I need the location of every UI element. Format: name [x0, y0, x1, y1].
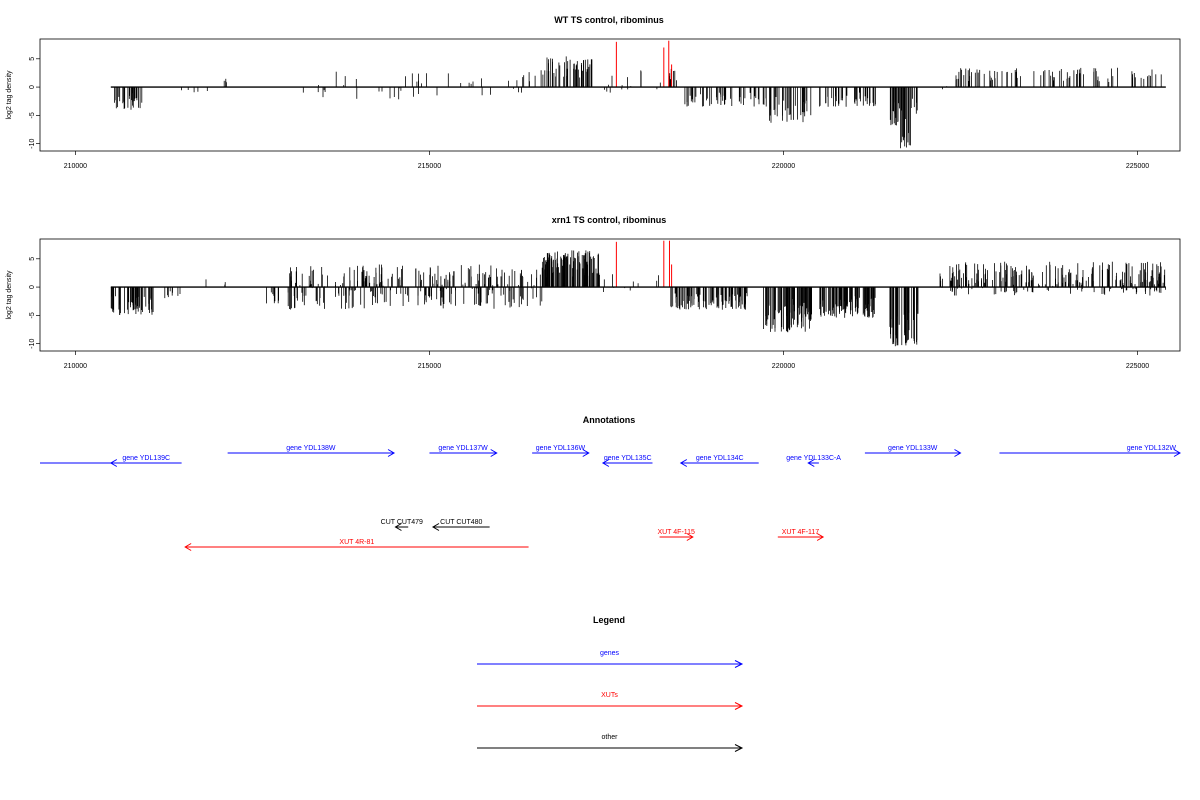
forward-arrowhead [490, 449, 498, 457]
xrn1-y-axis-label: log2 tag density [6, 270, 13, 320]
wt-y-axis-label: log2 tag density [6, 70, 13, 120]
feature-label: gene YDL133C-A [786, 455, 841, 462]
y-tick-label: 0 [29, 85, 36, 89]
x-tick-label: 215000 [418, 163, 441, 170]
x-tick-label: 225000 [1126, 363, 1149, 370]
forward-arrowhead [582, 449, 590, 457]
y-tick-label: -5 [29, 312, 36, 318]
forward-arrowhead [954, 449, 962, 457]
legend-title: Legend [593, 615, 625, 625]
legend-arrowhead [734, 702, 744, 710]
forward-arrowhead [1173, 449, 1181, 457]
feature-label: XUT 4R-81 [339, 539, 374, 546]
x-tick-label: 225000 [1126, 163, 1149, 170]
feature-label: gene YDL134C [696, 455, 744, 462]
forward-arrowhead [686, 533, 694, 541]
forward-arrowhead [387, 449, 396, 457]
x-tick-label: 220000 [772, 163, 795, 170]
wt-axes: 5 0 -5 -10 210000 215000 220000 225000 [29, 57, 1149, 170]
feature-label: gene YDL133W [888, 445, 938, 452]
xrn1-data-marks [110, 240, 1166, 347]
legend-label: XUTs [601, 692, 618, 699]
xrn1-track-panel: xrn1 TS control, ribominus log2 tag dens… [6, 215, 1181, 370]
feature-label: gene YDL135C [604, 455, 652, 462]
feature-label: CUT CUT480 [440, 519, 482, 526]
wt-track-panel: WT TS control, ribominus log2 tag densit… [6, 15, 1181, 170]
annotations-title: Annotations [583, 415, 636, 425]
reverse-arrowhead [679, 459, 688, 467]
y-tick-label: 5 [29, 257, 36, 261]
legend-arrowhead [734, 744, 744, 752]
feature-label: CUT CUT479 [381, 519, 423, 526]
y-tick-label: 5 [29, 57, 36, 61]
reverse-arrowhead [807, 459, 815, 467]
annotation-features: gene YDL139C gene YDL138W gene YDL137W gene… [40, 445, 1181, 551]
xrn1-axes: 5 0 -5 -10 210000 215000 220000 225000 [29, 257, 1149, 370]
reverse-arrowhead [109, 459, 118, 467]
x-tick-label: 215000 [418, 363, 441, 370]
forward-arrowhead [816, 533, 825, 541]
legend-panel: Legend genes XUTs other [477, 615, 744, 752]
wt-plot-frame [39, 38, 1181, 152]
xrn1-plot-frame [39, 238, 1181, 352]
y-tick-label: -10 [29, 138, 36, 148]
legend-items: genes XUTs other [477, 650, 744, 752]
feature-label: XUT 4F-117 [782, 529, 820, 536]
y-tick-label: -10 [29, 338, 36, 348]
reverse-arrowhead [431, 523, 440, 531]
feature-label: gene YDL132W [1127, 445, 1177, 452]
feature-label: gene YDL137W [438, 445, 488, 452]
x-tick-label: 210000 [64, 163, 87, 170]
feature-label: gene YDL139C [122, 455, 170, 462]
feature-label: gene YDL138W [286, 445, 336, 452]
x-tick-label: 220000 [772, 363, 795, 370]
reverse-arrowhead [184, 543, 192, 551]
reverse-arrowhead [394, 523, 402, 531]
xrn1-track-title: xrn1 TS control, ribominus [552, 215, 667, 225]
legend-label: genes [600, 650, 620, 657]
y-tick-label: 0 [29, 285, 36, 289]
reverse-arrowhead [601, 459, 610, 467]
feature-label: XUT 4F-115 [657, 529, 695, 536]
y-tick-label: -5 [29, 112, 36, 118]
wt-track-title: WT TS control, ribominus [554, 15, 664, 25]
wt-data-marks [110, 40, 1166, 149]
legend-label: other [602, 734, 619, 741]
feature-label: gene YDL136W [536, 445, 586, 452]
legend-arrowhead [734, 660, 744, 668]
x-tick-label: 210000 [64, 363, 87, 370]
